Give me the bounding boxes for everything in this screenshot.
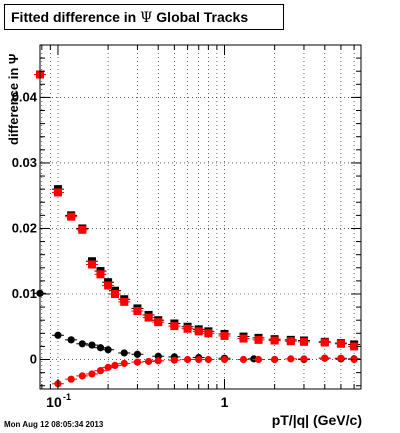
data-point-square xyxy=(194,327,203,336)
data-point-circle xyxy=(254,355,263,364)
data-point-square xyxy=(87,260,96,269)
y-tick-label: 0.01 xyxy=(12,286,37,301)
data-point-square xyxy=(336,339,345,348)
data-point-circle xyxy=(337,354,345,362)
data-point-square xyxy=(104,281,113,290)
data-point-circle xyxy=(287,355,295,363)
data-point-square xyxy=(350,342,359,351)
data-point-circle xyxy=(321,354,329,362)
data-point-square xyxy=(320,338,329,347)
axis-ticks: 0 0.01 0.02 0.03 0.04 10 -1 1 xyxy=(12,45,361,410)
data-point-circle xyxy=(54,331,62,339)
chart-title: Fitted difference in Ψ Global Tracks xyxy=(4,4,284,30)
data-point-circle xyxy=(133,358,142,366)
data-point-square xyxy=(170,322,179,331)
data-point-circle xyxy=(220,355,229,364)
data-point-circle xyxy=(170,356,178,364)
data-point-circle xyxy=(96,367,105,375)
grid xyxy=(40,45,361,389)
y-tick-label: 0.04 xyxy=(12,89,38,104)
data-point-square xyxy=(154,318,163,327)
data-point-square xyxy=(110,289,119,298)
y-axis-label: difference in Ψ xyxy=(6,53,21,145)
data-point-circle xyxy=(96,344,105,352)
data-point-square xyxy=(286,337,295,346)
data-point-square xyxy=(254,335,263,344)
data-point-square xyxy=(220,331,229,340)
data-point-circle xyxy=(144,357,153,366)
data-point-circle xyxy=(88,370,96,378)
x-tick-label: 10 xyxy=(46,394,62,410)
data-point-circle xyxy=(104,363,112,371)
data-point-circle xyxy=(67,336,75,344)
data-point-square xyxy=(183,324,192,333)
data-point-square xyxy=(239,334,248,343)
data-point-square xyxy=(299,337,308,346)
x-tick-exponent: -1 xyxy=(63,392,71,402)
data-points xyxy=(34,70,361,388)
data-point-circle xyxy=(239,355,248,364)
data-point-square xyxy=(204,329,213,338)
timestamp: Mon Aug 12 08:05:34 2013 xyxy=(4,420,104,429)
data-point-circle xyxy=(204,355,212,364)
data-point-circle xyxy=(133,350,142,358)
data-point-square xyxy=(144,313,153,322)
data-point-circle xyxy=(300,355,308,363)
data-point-circle xyxy=(120,349,128,357)
title-suffix: Global Tracks xyxy=(156,9,249,25)
data-point-square xyxy=(270,336,279,345)
data-point-square xyxy=(53,188,62,197)
y-tick-label: 0.03 xyxy=(12,155,37,170)
data-point-circle xyxy=(88,341,96,349)
data-point-circle xyxy=(111,361,119,370)
x-tick-label: 1 xyxy=(221,394,229,410)
data-point-square xyxy=(120,297,129,306)
data-point-circle xyxy=(271,355,279,364)
data-point-square xyxy=(78,225,87,234)
data-point-square xyxy=(96,270,105,279)
x-axis-label: pT/|q| (GeV/c) xyxy=(271,412,362,428)
data-point-circle xyxy=(78,340,86,348)
data-point-circle xyxy=(154,357,162,365)
y-tick-label: 0 xyxy=(30,352,37,367)
data-point-circle xyxy=(183,355,192,364)
data-point-circle xyxy=(78,372,86,380)
data-point-circle xyxy=(195,355,203,364)
data-point-square xyxy=(67,212,76,221)
data-point-circle xyxy=(120,359,128,368)
title-prefix: Fitted difference in xyxy=(11,9,137,25)
data-point-circle xyxy=(104,346,112,354)
title-psi-symbol: Ψ xyxy=(140,10,153,26)
plot-frame xyxy=(39,44,362,390)
data-point-square xyxy=(133,307,142,316)
y-tick-label: 0.02 xyxy=(12,220,37,235)
data-point-circle xyxy=(67,375,75,383)
